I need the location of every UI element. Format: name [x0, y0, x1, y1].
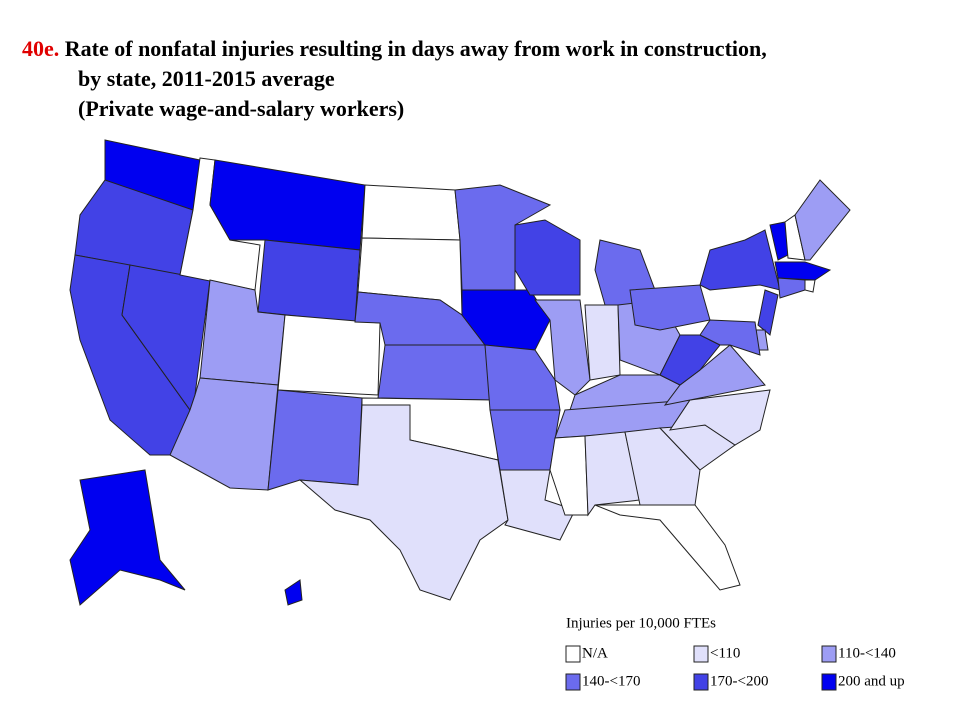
legend-title: Injuries per 10,000 FTEs [566, 615, 716, 631]
legend-swatch [821, 645, 837, 663]
state [584, 431, 641, 517]
state [514, 219, 581, 296]
legend: N/A <110 110-<140 140-<170 170-<200 200 and u… [565, 645, 905, 691]
state [277, 314, 381, 396]
state [794, 179, 851, 261]
legend-swatch [821, 673, 837, 691]
state [584, 304, 621, 381]
legend-label: 200 and up [838, 673, 905, 689]
legend-label: 140-<170 [582, 673, 640, 689]
legend-label: <110 [710, 645, 740, 661]
state [267, 389, 363, 491]
state [499, 469, 576, 541]
legend-swatch [565, 673, 581, 691]
state [699, 319, 761, 356]
state [484, 344, 561, 411]
state [257, 239, 361, 323]
legend-swatch [693, 645, 709, 663]
state [209, 159, 366, 251]
title: 40e. Rate of nonfatal injuries resulting… [22, 36, 767, 61]
state [69, 469, 186, 606]
title-line: by state, 2011-2015 average [78, 66, 335, 91]
state [629, 284, 711, 331]
title-line: Rate of nonfatal injuries resulting in d… [65, 36, 767, 61]
title-line: (Private wage-and-salary workers) [78, 96, 404, 121]
legend-swatch [565, 645, 581, 663]
state [777, 277, 806, 299]
legend-box [558, 604, 930, 692]
legend-label: 170-<200 [710, 673, 768, 689]
state [489, 409, 561, 471]
legend-label: 110-<140 [838, 645, 896, 661]
state [699, 229, 781, 291]
state [549, 435, 589, 516]
state [298, 404, 509, 601]
state [804, 279, 816, 293]
state [377, 344, 493, 401]
state [594, 504, 741, 591]
state [284, 579, 303, 606]
title-number: 40e. [22, 36, 59, 61]
state [624, 427, 701, 506]
state [361, 184, 461, 241]
state [774, 261, 832, 281]
legend-label: N/A [582, 645, 608, 661]
states [69, 139, 851, 606]
state [757, 289, 779, 336]
legend-swatch [693, 673, 709, 691]
